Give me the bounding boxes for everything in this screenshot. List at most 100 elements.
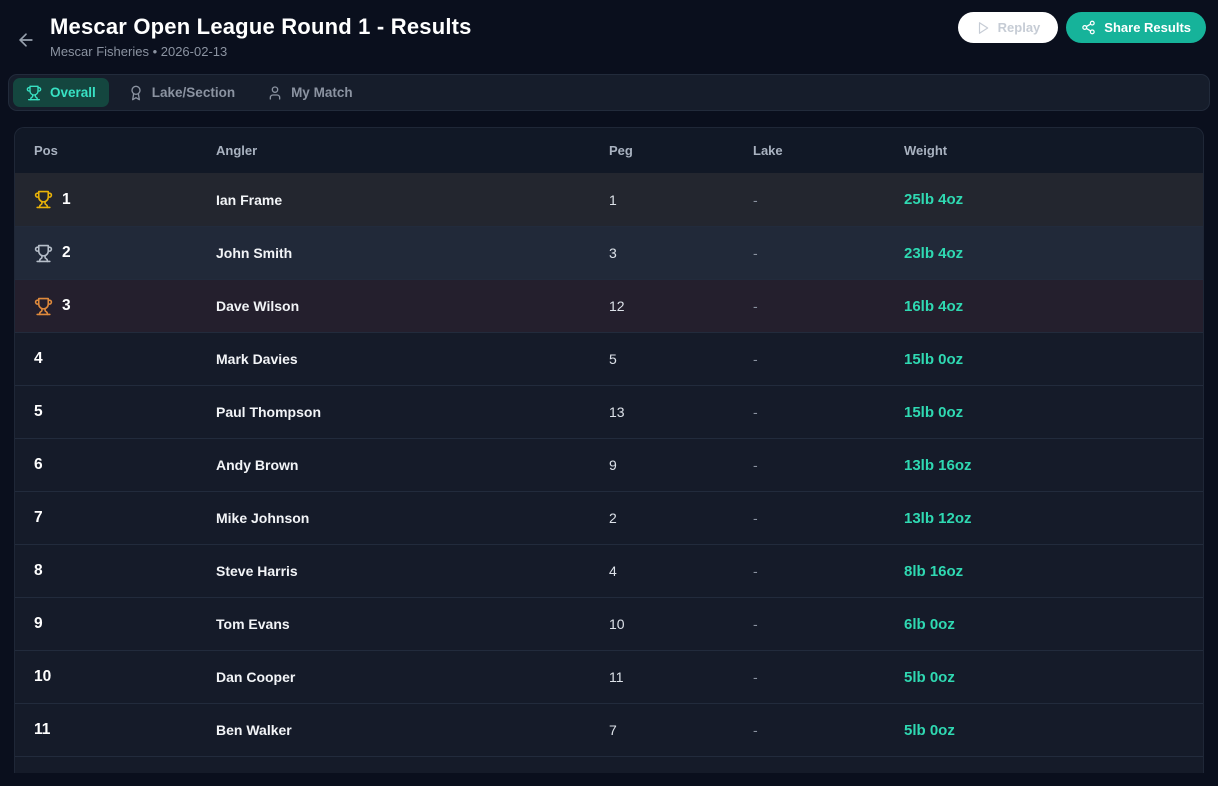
pos-value: 4	[34, 350, 43, 367]
table-body: 1 Ian Frame 1 - 25lb 4oz 2 John Smith 3 …	[15, 173, 1203, 756]
pos-value: 2	[62, 244, 71, 261]
pos-value: 6	[34, 456, 43, 473]
pos-cell: 1	[34, 190, 216, 209]
weight-value: 6lb 0oz	[904, 615, 955, 633]
pos-cell: 10	[34, 668, 216, 686]
back-button[interactable]	[14, 28, 38, 52]
tab-my-match-label: My Match	[291, 85, 353, 100]
page-header: Mescar Open League Round 1 - Results Mes…	[0, 0, 1218, 74]
weight-value: 8lb 16oz	[904, 562, 964, 580]
peg-value: 2	[609, 510, 617, 526]
pos-cell: 4	[34, 350, 216, 368]
table-row[interactable]: 1 Ian Frame 1 - 25lb 4oz	[15, 173, 1203, 226]
replay-button-label: Replay	[997, 20, 1041, 35]
lake-value: -	[753, 616, 758, 632]
weight-value: 16lb 4oz	[904, 297, 964, 315]
pos-value: 1	[62, 190, 71, 208]
table-row[interactable]: 4 Mark Davies 5 - 15lb 0oz	[15, 332, 1203, 385]
table-row[interactable]: 3 Dave Wilson 12 - 16lb 4oz	[15, 279, 1203, 332]
peg-value: 4	[609, 563, 617, 579]
trophy-icon	[26, 85, 42, 101]
medal-icon	[128, 85, 144, 101]
weight-value: 5lb 0oz	[904, 668, 955, 686]
table-row[interactable]: 10 Dan Cooper 11 - 5lb 0oz	[15, 650, 1203, 703]
share-button-label: Share Results	[1104, 20, 1191, 35]
tab-lake-section[interactable]: Lake/Section	[115, 78, 248, 107]
pos-cell: 5	[34, 403, 216, 421]
lake-value: -	[753, 191, 758, 208]
angler-name: Dave Wilson	[216, 298, 300, 314]
angler-name: Ben Walker	[216, 722, 292, 738]
angler-name: Tom Evans	[216, 616, 290, 632]
peg-value: 3	[609, 245, 617, 261]
weight-value: 23lb 4oz	[904, 244, 964, 262]
table-row[interactable]: 8 Steve Harris 4 - 8lb 16oz	[15, 544, 1203, 597]
lake-value: -	[753, 298, 758, 314]
weight-value: 15lb 0oz	[904, 403, 964, 421]
angler-name: Andy Brown	[216, 457, 299, 473]
peg-value: 10	[609, 616, 625, 632]
column-header-weight: Weight	[904, 143, 948, 158]
table-row[interactable]: 9 Tom Evans 10 - 6lb 0oz	[15, 597, 1203, 650]
weight-value: 25lb 4oz	[904, 191, 964, 208]
weight-value: 13lb 16oz	[904, 456, 972, 474]
peg-value: 7	[609, 722, 617, 738]
lake-value: -	[753, 722, 758, 738]
share-results-button[interactable]: Share Results	[1066, 12, 1206, 43]
share-icon	[1081, 20, 1096, 35]
page-title: Mescar Open League Round 1 - Results	[50, 14, 472, 39]
pos-cell: 3	[34, 297, 216, 316]
peg-value: 12	[609, 298, 625, 314]
lake-value: -	[753, 510, 758, 526]
angler-name: Paul Thompson	[216, 404, 321, 420]
angler-name: Ian Frame	[216, 191, 283, 208]
pos-cell: 11	[34, 721, 216, 739]
tab-lake-section-label: Lake/Section	[151, 85, 236, 100]
lake-value: -	[753, 457, 758, 473]
column-header-pos: Pos	[34, 143, 58, 158]
column-header-angler: Angler	[216, 143, 258, 158]
pos-value: 8	[34, 562, 43, 579]
lake-value: -	[753, 245, 758, 261]
angler-name: Dan Cooper	[216, 669, 296, 685]
lake-value: -	[753, 351, 758, 367]
play-icon	[976, 21, 990, 35]
column-header-lake: Lake	[753, 143, 783, 158]
table-row[interactable]: 7 Mike Johnson 2 - 13lb 12oz	[15, 491, 1203, 544]
table-row[interactable]: 6 Andy Brown 9 - 13lb 16oz	[15, 438, 1203, 491]
angler-name: John Smith	[216, 245, 293, 261]
table-header-row: Pos Angler Peg Lake Weight	[15, 128, 1203, 173]
table-row[interactable]: 11 Ben Walker 7 - 5lb 0oz	[15, 703, 1203, 756]
lake-value: -	[753, 563, 758, 579]
peg-value: 11	[609, 669, 624, 685]
table-footer-spacer	[15, 756, 1203, 773]
trophy-icon	[34, 244, 53, 263]
pos-value: 11	[34, 721, 51, 738]
weight-value: 13lb 12oz	[904, 509, 972, 527]
user-icon	[267, 85, 283, 101]
angler-name: Mike Johnson	[216, 510, 310, 526]
pos-value: 7	[34, 509, 43, 526]
pos-cell: 2	[34, 244, 216, 263]
results-table: Pos Angler Peg Lake Weight 1 Ian Frame 1…	[14, 127, 1204, 773]
pos-value: 10	[34, 668, 52, 685]
angler-name: Steve Harris	[216, 563, 298, 579]
trophy-icon	[34, 297, 53, 316]
peg-value: 5	[609, 351, 617, 367]
angler-name: Mark Davies	[216, 351, 298, 367]
weight-value: 15lb 0oz	[904, 350, 964, 368]
table-row[interactable]: 5 Paul Thompson 13 - 15lb 0oz	[15, 385, 1203, 438]
arrow-left-icon	[16, 30, 36, 50]
pos-value: 5	[34, 403, 43, 420]
lake-value: -	[753, 669, 758, 685]
lake-value: -	[753, 404, 758, 420]
tab-overall[interactable]: Overall	[13, 78, 109, 107]
peg-value: 9	[609, 457, 617, 473]
replay-button[interactable]: Replay	[957, 12, 1059, 43]
table-row[interactable]: 2 John Smith 3 - 23lb 4oz	[15, 226, 1203, 279]
pos-cell: 6	[34, 456, 216, 474]
page-subtitle: Mescar Fisheries • 2026-02-13	[50, 44, 228, 59]
tab-my-match[interactable]: My Match	[254, 78, 366, 107]
weight-value: 5lb 0oz	[904, 721, 955, 739]
tab-overall-label: Overall	[50, 85, 96, 100]
